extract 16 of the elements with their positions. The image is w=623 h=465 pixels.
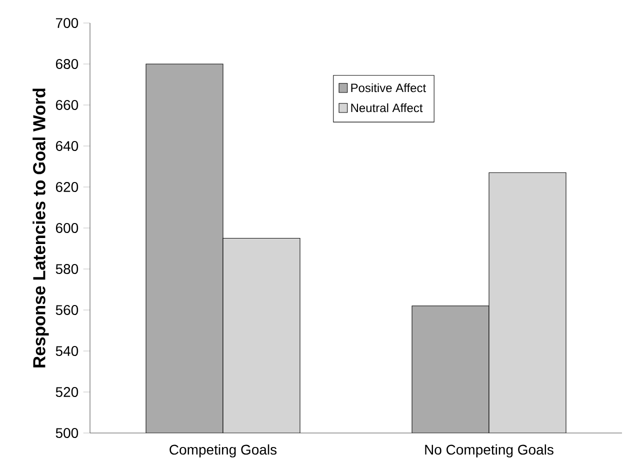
y-axis-title: Response Latencies to Goal Word <box>32 88 49 368</box>
y-tick-label: 560 <box>56 305 78 315</box>
x-tick-label: Competing Goals <box>170 444 277 458</box>
legend-label: Neutral Affect <box>351 103 423 112</box>
y-tick-label: 680 <box>56 59 78 69</box>
y-tick-label: 700 <box>56 18 78 28</box>
y-tick-label: 660 <box>56 100 78 110</box>
y-tick-label: 580 <box>56 264 78 274</box>
y-tick-label: 620 <box>56 182 78 192</box>
y-tick-label: 540 <box>56 346 78 356</box>
x-tick-label: No Competing Goals <box>425 444 554 458</box>
y-tick-label: 640 <box>56 141 78 151</box>
y-tick-label: 600 <box>56 223 78 233</box>
y-tick-label: 500 <box>56 428 78 438</box>
legend-label: Positive Affect <box>351 83 426 92</box>
y-tick-label: 520 <box>56 387 78 397</box>
